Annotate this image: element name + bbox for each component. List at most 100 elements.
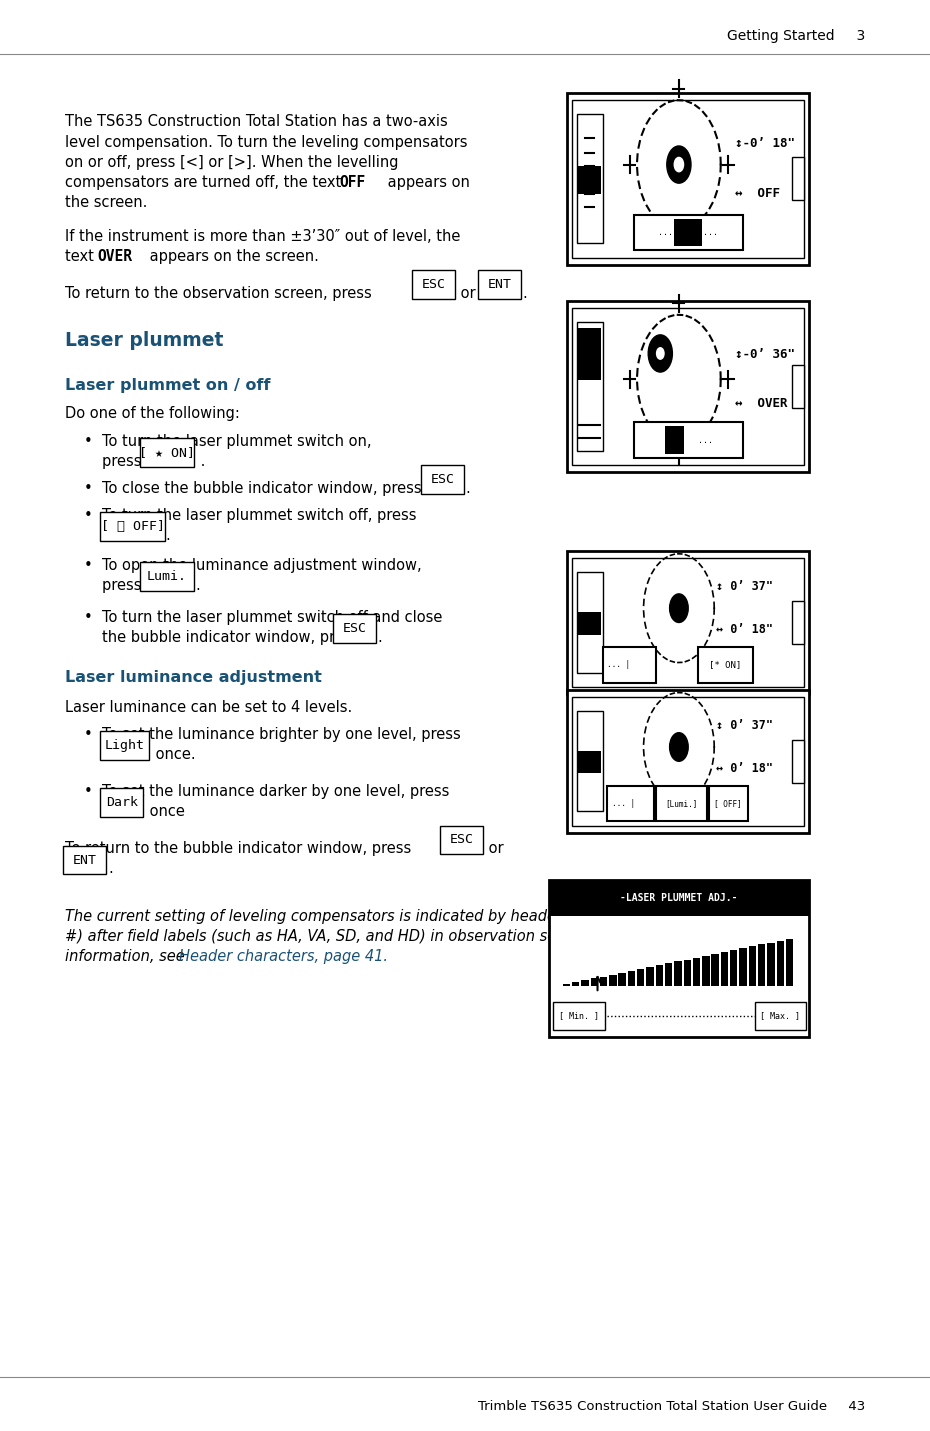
- Text: [* ON]: [* ON]: [710, 660, 741, 670]
- FancyBboxPatch shape: [100, 788, 143, 817]
- FancyBboxPatch shape: [563, 985, 570, 986]
- FancyBboxPatch shape: [478, 270, 521, 299]
- FancyBboxPatch shape: [792, 740, 804, 783]
- FancyBboxPatch shape: [553, 1002, 605, 1030]
- FancyBboxPatch shape: [656, 964, 663, 986]
- FancyBboxPatch shape: [567, 93, 809, 265]
- FancyBboxPatch shape: [567, 690, 809, 833]
- Circle shape: [648, 335, 672, 372]
- Text: [ Max. ]: [ Max. ]: [760, 1012, 801, 1020]
- Text: ...: ...: [698, 435, 712, 445]
- Text: once.: once.: [151, 747, 195, 761]
- Text: Laser plummet on / off: Laser plummet on / off: [65, 378, 271, 392]
- Text: To turn the laser plummet switch off and close: To turn the laser plummet switch off and…: [102, 610, 443, 624]
- FancyBboxPatch shape: [634, 422, 742, 458]
- FancyBboxPatch shape: [572, 982, 579, 986]
- Text: ↔  OVER: ↔ OVER: [735, 396, 787, 411]
- Text: ENT: ENT: [487, 278, 512, 292]
- FancyBboxPatch shape: [572, 100, 804, 258]
- FancyBboxPatch shape: [674, 219, 702, 246]
- FancyBboxPatch shape: [739, 949, 747, 986]
- Text: information, see: information, see: [65, 949, 190, 963]
- FancyBboxPatch shape: [140, 562, 194, 591]
- FancyBboxPatch shape: [581, 980, 589, 986]
- Text: ... |: ... |: [612, 798, 635, 809]
- FancyBboxPatch shape: [609, 975, 617, 986]
- Text: Getting Started     3: Getting Started 3: [726, 29, 865, 43]
- FancyBboxPatch shape: [758, 944, 765, 986]
- Text: If the instrument is more than ±3’30″ out of level, the: If the instrument is more than ±3’30″ ou…: [65, 229, 460, 243]
- Text: ... |: ... |: [607, 660, 631, 670]
- Text: Light: Light: [104, 738, 145, 753]
- Text: ↔  OFF: ↔ OFF: [735, 186, 779, 200]
- FancyBboxPatch shape: [567, 301, 809, 472]
- Text: #) after field labels (such as HA, VA, SD, and HD) in observation screens. For m: #) after field labels (such as HA, VA, S…: [65, 929, 671, 943]
- Text: To set the luminance brighter by one level, press: To set the luminance brighter by one lev…: [102, 727, 461, 741]
- FancyBboxPatch shape: [656, 786, 707, 821]
- FancyBboxPatch shape: [618, 973, 626, 986]
- FancyBboxPatch shape: [730, 950, 737, 986]
- Text: Trimble TS635 Construction Total Station User Guide     43: Trimble TS635 Construction Total Station…: [478, 1400, 865, 1412]
- FancyBboxPatch shape: [786, 939, 793, 986]
- FancyBboxPatch shape: [711, 954, 719, 986]
- Text: To close the bubble indicator window, press: To close the bubble indicator window, pr…: [102, 481, 427, 495]
- FancyBboxPatch shape: [646, 967, 654, 986]
- FancyBboxPatch shape: [702, 956, 710, 986]
- Text: once: once: [145, 804, 185, 819]
- FancyBboxPatch shape: [572, 308, 804, 465]
- FancyBboxPatch shape: [577, 114, 603, 243]
- FancyBboxPatch shape: [591, 979, 598, 986]
- Text: ESC: ESC: [431, 472, 455, 487]
- Text: -LASER PLUMMET ADJ.-: -LASER PLUMMET ADJ.-: [620, 893, 737, 903]
- Text: compensators are turned off, the text: compensators are turned off, the text: [65, 175, 346, 189]
- FancyBboxPatch shape: [693, 957, 700, 986]
- FancyBboxPatch shape: [100, 512, 165, 541]
- FancyBboxPatch shape: [549, 880, 809, 916]
- Text: the bubble indicator window, press: the bubble indicator window, press: [102, 630, 365, 644]
- Text: Laser luminance adjustment: Laser luminance adjustment: [65, 670, 322, 684]
- Circle shape: [657, 348, 664, 359]
- Text: •: •: [84, 434, 92, 448]
- FancyBboxPatch shape: [600, 976, 607, 986]
- FancyBboxPatch shape: [721, 952, 728, 986]
- Text: •: •: [84, 508, 92, 522]
- Text: Laser luminance can be set to 4 levels.: Laser luminance can be set to 4 levels.: [65, 700, 352, 714]
- FancyBboxPatch shape: [628, 970, 635, 986]
- FancyBboxPatch shape: [578, 329, 601, 381]
- FancyBboxPatch shape: [607, 786, 654, 821]
- FancyBboxPatch shape: [421, 465, 464, 494]
- Text: To return to the observation screen, press: To return to the observation screen, pre…: [65, 286, 377, 301]
- Text: ESC: ESC: [449, 833, 473, 847]
- FancyBboxPatch shape: [440, 826, 483, 854]
- FancyBboxPatch shape: [767, 943, 775, 986]
- FancyBboxPatch shape: [637, 969, 644, 986]
- FancyBboxPatch shape: [578, 751, 601, 773]
- FancyBboxPatch shape: [665, 963, 672, 986]
- Circle shape: [670, 733, 688, 761]
- FancyBboxPatch shape: [665, 426, 684, 454]
- Text: [ OFF]: [ OFF]: [714, 798, 742, 809]
- Text: the screen.: the screen.: [65, 195, 148, 209]
- Circle shape: [674, 157, 684, 172]
- Text: press: press: [102, 578, 146, 592]
- FancyBboxPatch shape: [698, 647, 753, 683]
- Text: ... |  | ...: ... | | ...: [658, 228, 718, 238]
- Text: on or off, press [<] or [>]. When the levelling: on or off, press [<] or [>]. When the le…: [65, 155, 399, 169]
- Text: The TS635 Construction Total Station has a two-axis: The TS635 Construction Total Station has…: [65, 114, 448, 129]
- Text: •: •: [84, 784, 92, 798]
- FancyBboxPatch shape: [578, 612, 601, 634]
- Text: •: •: [84, 481, 92, 495]
- FancyBboxPatch shape: [634, 215, 742, 250]
- Circle shape: [667, 146, 691, 183]
- Text: [ ⚪ OFF]: [ ⚪ OFF]: [100, 519, 165, 534]
- Text: [ Min. ]: [ Min. ]: [559, 1012, 599, 1020]
- Text: To turn the laser plummet switch off, press: To turn the laser plummet switch off, pr…: [102, 508, 417, 522]
- FancyBboxPatch shape: [333, 614, 376, 643]
- Text: ESC: ESC: [421, 278, 445, 292]
- Text: [Lumi.]: [Lumi.]: [665, 798, 698, 809]
- Text: .: .: [196, 454, 206, 468]
- Text: ENT: ENT: [73, 853, 97, 867]
- Text: •: •: [84, 727, 92, 741]
- FancyBboxPatch shape: [140, 438, 194, 467]
- Text: .: .: [108, 861, 113, 876]
